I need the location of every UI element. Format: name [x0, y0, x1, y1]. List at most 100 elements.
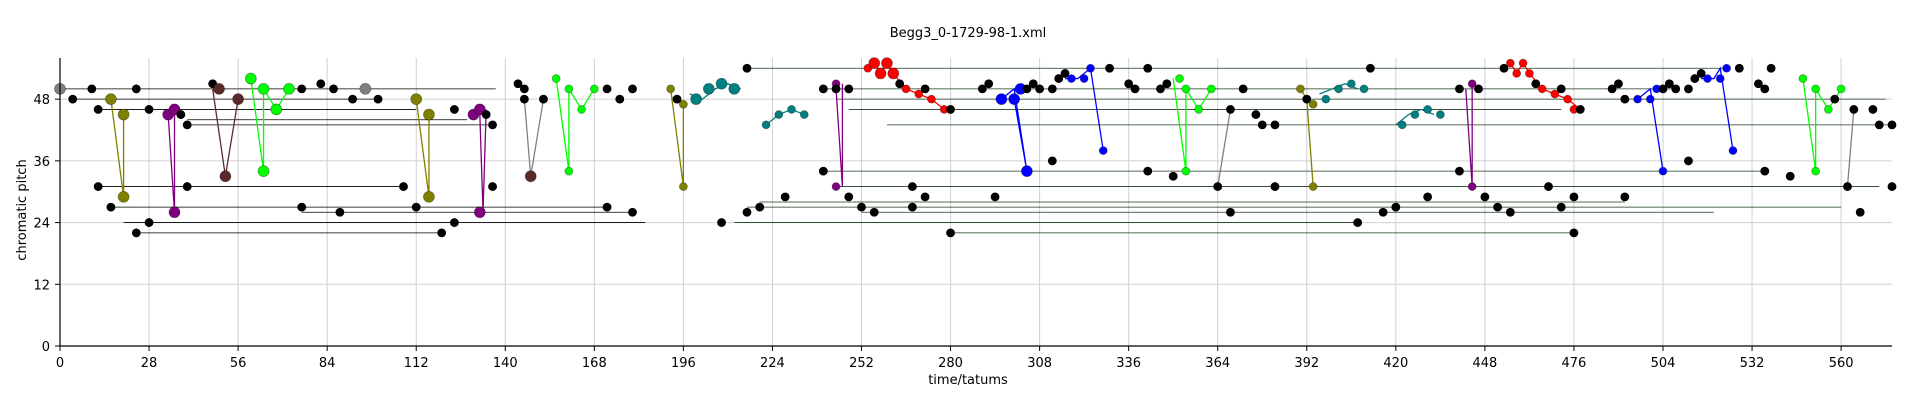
data-point [335, 207, 345, 217]
data-point [1728, 146, 1738, 155]
data-point [995, 93, 1008, 106]
tick-labels: 0 28 56 84 112 140 168 196 224 252 280 308 336 364 392… [33, 93, 1853, 371]
data-point [1531, 79, 1541, 89]
data-point [1684, 84, 1693, 94]
y-tick-label: 36 [33, 155, 50, 170]
data-point [1206, 84, 1216, 94]
data-point [818, 166, 828, 176]
data-point [131, 84, 141, 94]
data-point [1397, 120, 1407, 130]
data-point [1633, 94, 1642, 104]
data-point [270, 103, 283, 116]
data-point [373, 94, 383, 104]
data-point [1359, 84, 1369, 94]
data-point [1868, 105, 1878, 114]
data-point [1047, 156, 1057, 166]
data-point [831, 182, 841, 191]
x-tick-label: 112 [404, 356, 429, 371]
data-point [1684, 156, 1693, 166]
data-point [857, 202, 866, 212]
data-point [1067, 74, 1076, 83]
x-tick-label: 448 [1472, 356, 1497, 371]
data-point [1830, 94, 1840, 104]
data-point [564, 84, 574, 94]
data-point [678, 99, 688, 109]
data-point [1175, 74, 1184, 83]
x-tick-label: 308 [1027, 356, 1052, 371]
data-point [1525, 69, 1534, 78]
data-point [564, 166, 574, 176]
data-point [1047, 84, 1057, 94]
data-point [1811, 166, 1821, 176]
data-point [1156, 84, 1165, 94]
data-point [1020, 165, 1033, 178]
series-line [835, 83, 844, 187]
data-point [887, 67, 900, 80]
data-point [1474, 84, 1483, 94]
data-point [1703, 74, 1712, 83]
x-tick-label: 252 [849, 356, 874, 371]
x-tick-label: 476 [1562, 356, 1587, 371]
data-point [1086, 63, 1095, 73]
series-points [54, 57, 1897, 238]
data-point [1855, 207, 1865, 217]
data-point [901, 84, 911, 94]
data-point [1308, 182, 1318, 191]
data-point [907, 182, 917, 191]
data-point [728, 82, 741, 95]
data-point [1798, 74, 1808, 83]
data-point [519, 84, 529, 94]
data-point [1658, 84, 1668, 94]
series-line [1846, 109, 1855, 187]
data-point [1435, 110, 1445, 119]
data-point [672, 94, 682, 104]
chart-title: Begg3_0-1729-98-1.xml [890, 26, 1047, 41]
data-point [182, 120, 192, 130]
data-point [348, 94, 358, 104]
data-point [577, 105, 587, 114]
data-point [990, 192, 1000, 202]
data-point [1760, 166, 1770, 176]
data-point [68, 94, 78, 104]
data-point [1143, 63, 1153, 73]
data-point [844, 192, 854, 202]
y-tick-label: 0 [42, 340, 50, 355]
data-point [1321, 94, 1331, 104]
data-point [131, 228, 141, 238]
data-point [1569, 228, 1579, 238]
data-point [1455, 166, 1464, 176]
data-point [488, 120, 497, 130]
data-point [946, 228, 955, 238]
data-point [1181, 84, 1191, 94]
data-point [774, 110, 784, 119]
data-point [742, 207, 752, 217]
data-point [257, 82, 270, 95]
data-point [1614, 79, 1623, 89]
data-point [1563, 94, 1572, 104]
data-point [787, 105, 796, 114]
series-line [555, 78, 595, 172]
data-point [1467, 79, 1477, 89]
data-point [914, 89, 924, 99]
x-tick-label: 504 [1651, 356, 1676, 371]
data-point [213, 82, 225, 95]
data-point [168, 206, 181, 219]
data-point [1607, 84, 1617, 94]
data-point [1658, 166, 1668, 176]
data-point [423, 190, 435, 203]
data-point [182, 182, 192, 191]
data-point [449, 105, 459, 114]
data-point [1105, 63, 1114, 73]
data-point [244, 72, 257, 85]
x-tick-label: 224 [760, 356, 785, 371]
data-point [1887, 120, 1897, 130]
data-point [927, 94, 936, 104]
data-point [1696, 69, 1706, 78]
data-point [297, 202, 307, 212]
data-point [1620, 94, 1630, 104]
data-point [666, 84, 676, 94]
data-point [410, 93, 423, 106]
data-point [1162, 79, 1172, 89]
data-point [257, 165, 270, 178]
